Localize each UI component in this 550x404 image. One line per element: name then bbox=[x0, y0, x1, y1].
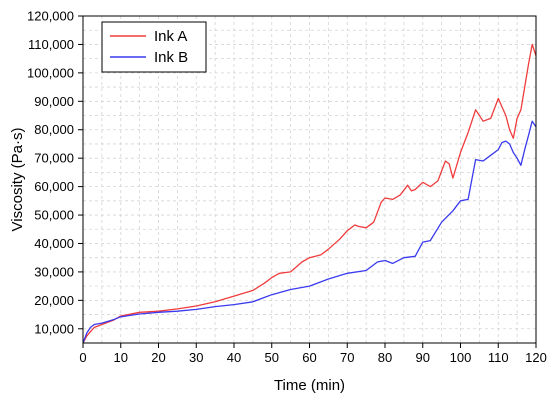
y-tick-label: 120,000 bbox=[27, 9, 74, 24]
y-tick-label: 70,000 bbox=[34, 151, 74, 166]
y-tick-label: 80,000 bbox=[34, 122, 74, 137]
series-line-ink-a bbox=[83, 43, 536, 343]
x-tick-label: 100 bbox=[450, 350, 472, 365]
x-tick-label: 0 bbox=[79, 350, 86, 365]
legend-label: Ink A bbox=[154, 28, 187, 45]
y-tick-label: 60,000 bbox=[34, 179, 74, 194]
series-line-ink-b bbox=[83, 120, 536, 343]
x-tick-label: 60 bbox=[302, 350, 316, 365]
x-tick-label: 50 bbox=[265, 350, 279, 365]
x-axis-title: Time (min) bbox=[274, 377, 345, 394]
legend-box bbox=[101, 21, 207, 73]
x-tick-label: 70 bbox=[340, 350, 354, 365]
y-tick-label: 100,000 bbox=[27, 65, 74, 80]
series-layer bbox=[83, 43, 536, 343]
x-tick-label: 20 bbox=[151, 350, 165, 365]
y-tick-label: 10,000 bbox=[34, 321, 74, 336]
x-tick-label: 80 bbox=[378, 350, 392, 365]
y-tick-label: 50,000 bbox=[34, 208, 74, 223]
legend-label: Ink B bbox=[154, 49, 188, 66]
y-tick-label: 90,000 bbox=[34, 94, 74, 109]
x-tick-label: 40 bbox=[227, 350, 241, 365]
x-tick-label: 90 bbox=[416, 350, 430, 365]
x-tick-label: 10 bbox=[114, 350, 128, 365]
y-tick-label: 30,000 bbox=[34, 264, 74, 279]
axis-ticks bbox=[78, 15, 537, 348]
y-tick-label: 40,000 bbox=[34, 236, 74, 251]
y-tick-label: 110,000 bbox=[28, 37, 74, 52]
x-tick-label: 30 bbox=[189, 350, 203, 365]
y-tick-label: 20,000 bbox=[34, 293, 74, 308]
x-tick-label: 120 bbox=[525, 350, 547, 365]
y-axis-title: Viscosity (Pa·s) bbox=[9, 128, 26, 232]
x-tick-label: 110 bbox=[488, 350, 509, 365]
y-axis-tick-labels: 10,000 20,000 30,000 40,000 50,000 60,000 70,0… bbox=[27, 9, 74, 337]
legend: Ink A Ink B bbox=[101, 21, 207, 73]
x-axis-tick-labels: 0 10 20 30 40 50 60 70 80 90 100 110 120 bbox=[79, 350, 546, 365]
